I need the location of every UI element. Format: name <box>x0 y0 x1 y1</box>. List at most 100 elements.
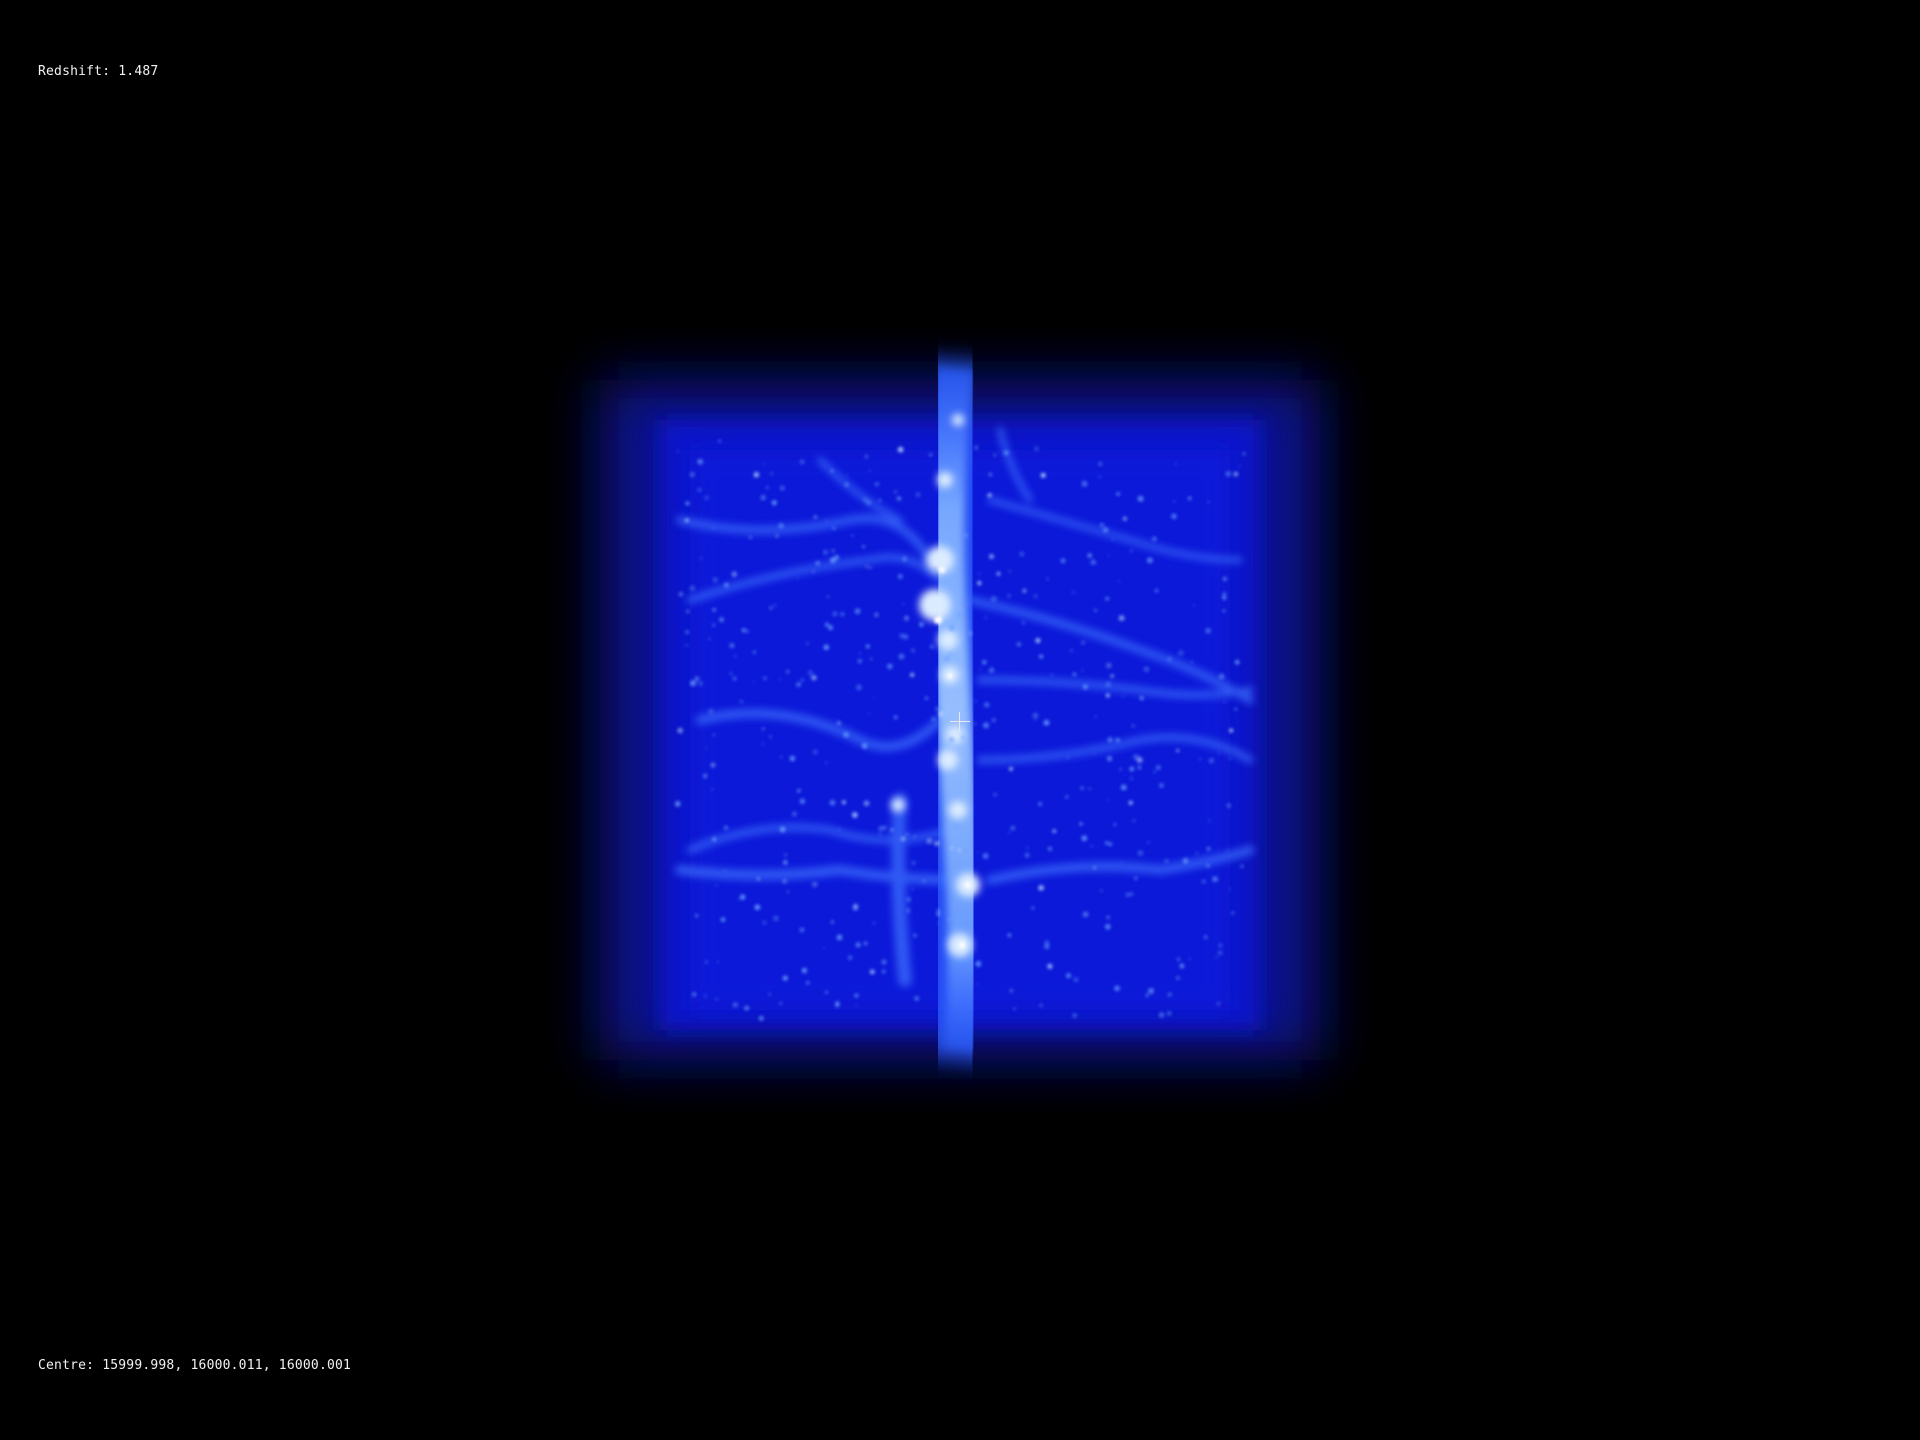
halo-speck <box>824 990 828 994</box>
halo-speck <box>947 917 952 922</box>
halo-speck <box>937 922 940 925</box>
halo-speck <box>1130 777 1133 780</box>
halo-speck <box>812 570 815 573</box>
halo-speck <box>1153 770 1156 774</box>
halo-speck <box>685 644 688 647</box>
halo-speck <box>739 894 746 900</box>
halo-speck <box>868 712 871 715</box>
halo-speck <box>1137 495 1144 502</box>
halo-speck <box>974 700 977 703</box>
halo-speck <box>1079 822 1083 826</box>
halo-speck <box>906 909 910 913</box>
halo-speck <box>944 656 949 661</box>
halo-speck <box>812 749 818 755</box>
halo-speck <box>870 657 873 660</box>
halo-speck <box>1070 649 1073 652</box>
halo-speck <box>830 920 834 924</box>
halo-speck <box>1171 513 1177 520</box>
halo-speck <box>1218 673 1225 680</box>
halo-speck <box>964 642 968 645</box>
halo-speck <box>1016 642 1022 647</box>
halo-speck <box>1072 672 1077 677</box>
halo-speck <box>1137 850 1144 856</box>
halo-speck <box>984 702 990 708</box>
halo-speck <box>723 869 726 872</box>
halo-speck <box>979 667 982 670</box>
halo-speck <box>865 565 868 568</box>
halo-speck <box>1119 768 1122 771</box>
halo-speck <box>993 453 997 457</box>
halo-speck <box>1010 826 1016 831</box>
halo-speck <box>1026 846 1029 849</box>
halo-speck <box>1107 737 1113 743</box>
halo-speck <box>913 933 917 938</box>
halo-speck <box>1007 594 1011 598</box>
halo-speck <box>924 696 929 700</box>
halo-speck <box>787 890 790 893</box>
halo-speck <box>761 743 764 745</box>
halo-speck <box>1231 911 1235 915</box>
halo-speck <box>1100 889 1103 892</box>
halo-speck <box>1147 841 1150 844</box>
halo-speck <box>814 515 817 519</box>
halo-speck <box>1009 989 1014 993</box>
halo-speck <box>929 453 933 457</box>
halo-speck <box>874 482 879 487</box>
halo-speck <box>874 612 879 617</box>
halo-speck <box>1187 496 1192 501</box>
halo-speck <box>922 879 926 883</box>
halo-speck <box>1039 1004 1043 1007</box>
halo-speck <box>712 837 717 842</box>
halo-speck <box>1034 446 1039 451</box>
halo-speck <box>899 633 905 639</box>
halo-speck <box>838 828 841 831</box>
halo-speck <box>724 582 729 588</box>
halo-speck <box>900 836 906 842</box>
halo-speck <box>1021 621 1025 625</box>
halo-speck <box>1072 591 1075 594</box>
halo-speck <box>823 947 825 949</box>
halo-speck <box>1129 766 1135 772</box>
halo-speck <box>1223 700 1226 704</box>
halo-speck <box>782 878 787 884</box>
halo-speck <box>966 603 969 606</box>
scattered-halos <box>674 439 1246 1021</box>
halo-speck <box>686 609 690 614</box>
halo-speck <box>1019 551 1025 557</box>
crosshair-icon <box>950 712 970 732</box>
halo-speck <box>1217 950 1223 956</box>
halo-speck <box>1129 892 1134 896</box>
halo-speck <box>1081 480 1088 487</box>
halo-speck <box>1065 795 1069 799</box>
halo-speck <box>1081 640 1085 645</box>
halo-speck <box>919 622 924 627</box>
halo-speck <box>1133 754 1139 760</box>
halo-speck <box>898 653 905 660</box>
halo-speck <box>911 649 915 652</box>
halo-speck <box>1148 987 1154 994</box>
halo-speck <box>806 981 810 985</box>
halo-speck <box>1206 846 1211 851</box>
halo-speck <box>689 471 695 478</box>
halo-speck <box>938 711 944 717</box>
halo-speck <box>882 825 887 830</box>
halo-speck <box>708 637 711 640</box>
halo-speck <box>934 840 940 847</box>
halo-speck <box>983 722 989 729</box>
halo-speck <box>773 915 779 922</box>
halo-speck <box>1113 823 1117 826</box>
halo-speck <box>711 788 714 791</box>
halo-speck <box>718 439 721 443</box>
halo-speck <box>710 762 716 768</box>
redshift-label: Redshift: <box>38 64 111 79</box>
halo-speck <box>1093 866 1096 869</box>
halo-speck <box>825 519 828 522</box>
halo-speck <box>1107 798 1110 801</box>
halo-speck <box>807 670 813 676</box>
halo-speck <box>1228 888 1231 891</box>
halo-speck <box>851 534 854 537</box>
halo-speck <box>1199 758 1201 760</box>
halo-speck <box>1022 588 1027 594</box>
halo-speck <box>982 853 989 859</box>
